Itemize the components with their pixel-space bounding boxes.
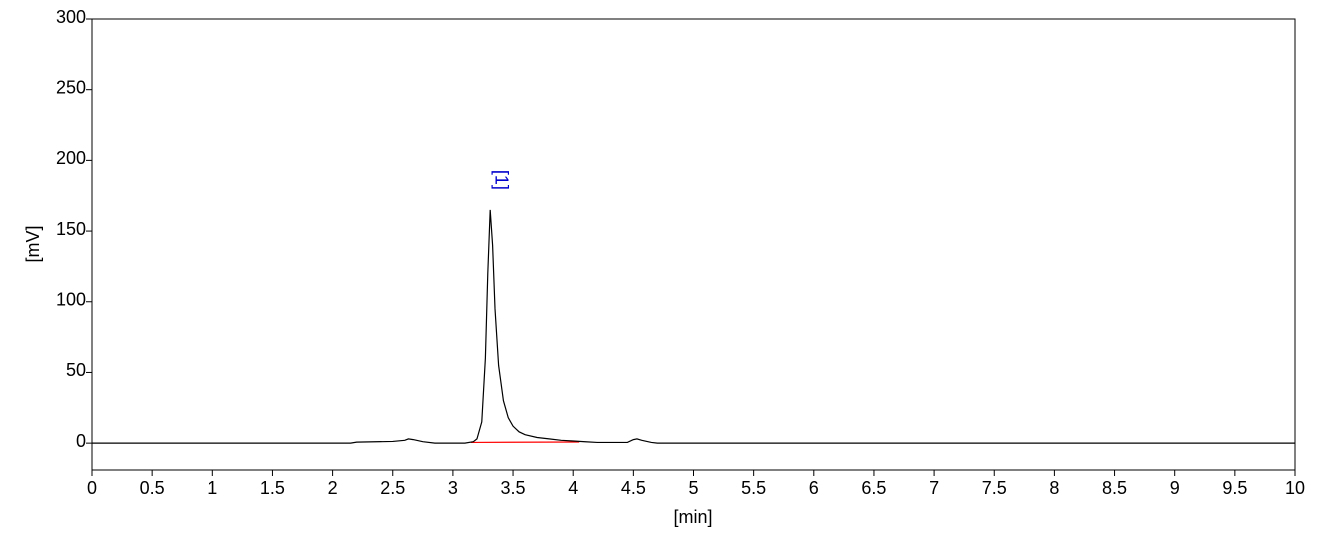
x-tick-label: 4 (568, 478, 578, 498)
x-tick-label: 3.5 (501, 478, 526, 498)
x-tick-label: 2.5 (380, 478, 405, 498)
x-tick-label: 1.5 (260, 478, 285, 498)
x-tick-label: 7.5 (982, 478, 1007, 498)
plot-frame (91, 18, 1296, 471)
x-tick-label: 4.5 (621, 478, 646, 498)
x-axis-label: [min] (673, 507, 712, 527)
y-tick-label: 0 (76, 431, 86, 451)
x-tick-label: 0 (87, 478, 97, 498)
x-tick-label: 5.5 (741, 478, 766, 498)
y-tick-label: 100 (56, 290, 86, 310)
y-axis-label: [mV] (23, 225, 43, 262)
signal-trace (92, 209, 1295, 444)
x-tick-label: 10 (1285, 478, 1305, 498)
y-tick-label: 50 (66, 360, 86, 380)
x-tick-label: 9.5 (1222, 478, 1247, 498)
x-tick-label: 3 (448, 478, 458, 498)
x-tick-label: 8.5 (1102, 478, 1127, 498)
x-tick-label: 8 (1049, 478, 1059, 498)
peak-label: [1] (491, 170, 511, 190)
x-tick-label: 1 (207, 478, 217, 498)
y-tick-label: 300 (56, 7, 86, 27)
x-tick-label: 6 (809, 478, 819, 498)
x-tick-label: 5 (688, 478, 698, 498)
y-tick-label: 150 (56, 219, 86, 239)
y-tick-label: 250 (56, 77, 86, 97)
x-tick-label: 0.5 (140, 478, 165, 498)
x-tick-label: 7 (929, 478, 939, 498)
x-tick-label: 6.5 (861, 478, 886, 498)
y-tick-label: 200 (56, 148, 86, 168)
x-tick-label: 9 (1170, 478, 1180, 498)
x-tick-label: 2 (328, 478, 338, 498)
